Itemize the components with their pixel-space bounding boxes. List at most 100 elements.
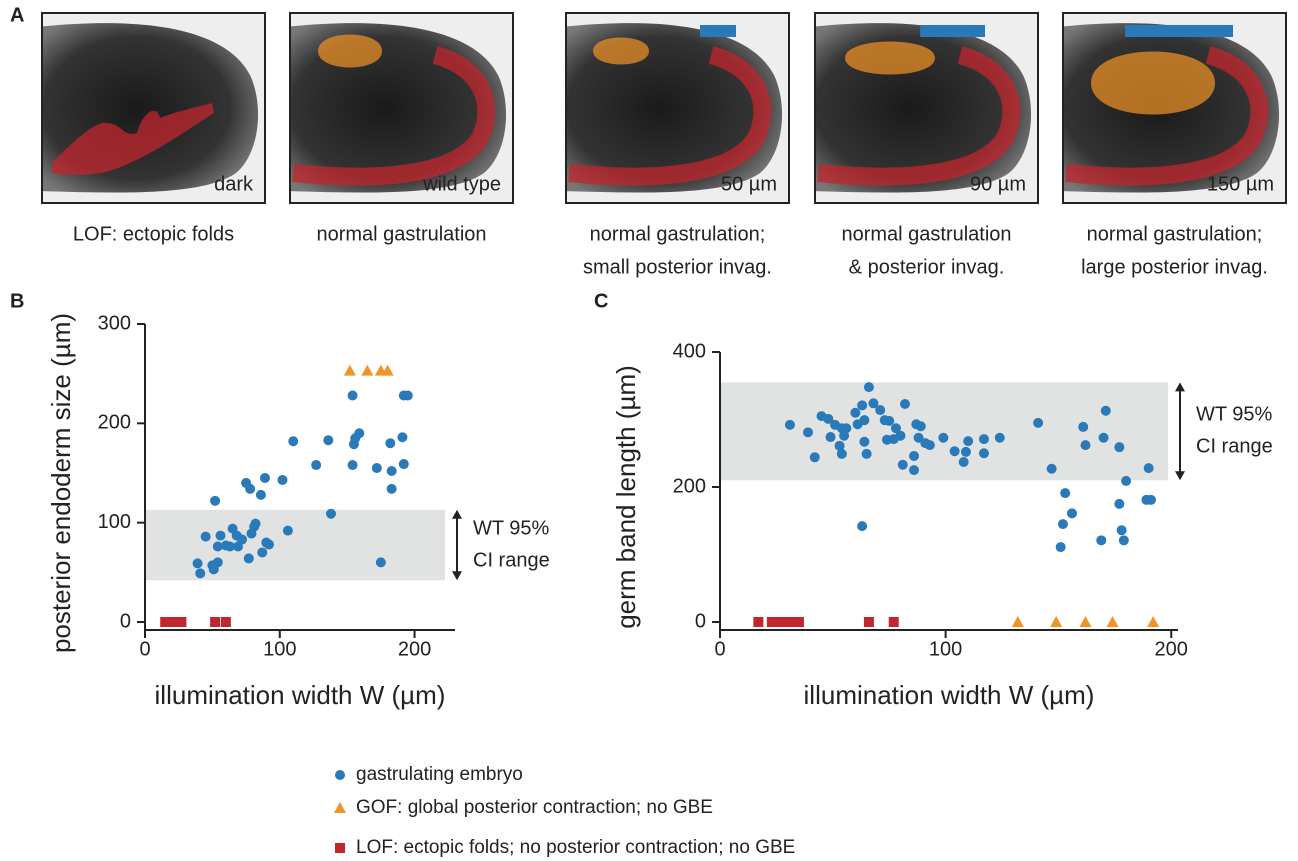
band-annotation: WT 95% xyxy=(473,517,550,539)
point xyxy=(978,434,989,445)
arrow-head xyxy=(1175,471,1185,481)
point xyxy=(1055,542,1066,553)
point xyxy=(1118,535,1129,546)
point xyxy=(220,617,231,627)
point xyxy=(347,390,358,401)
point xyxy=(915,421,926,432)
posterior-invagination xyxy=(593,37,649,65)
point xyxy=(863,382,874,393)
point xyxy=(1098,432,1109,443)
point xyxy=(836,448,847,459)
point xyxy=(802,427,813,438)
point xyxy=(1114,442,1125,453)
posterior-invagination xyxy=(845,41,935,75)
x-tick-label: 0 xyxy=(714,638,725,660)
point xyxy=(825,432,836,443)
point xyxy=(857,400,868,411)
y-tick-label: 0 xyxy=(695,610,706,632)
point xyxy=(963,436,974,447)
endoderm-band xyxy=(292,46,496,186)
y-tick-label: 300 xyxy=(98,312,131,334)
point xyxy=(215,530,226,541)
image-caption: LOF: ectopic folds xyxy=(73,223,234,245)
point xyxy=(397,432,408,443)
point xyxy=(192,558,203,569)
point xyxy=(857,521,868,532)
x-tick-label: 0 xyxy=(139,638,150,660)
y-axis-title: posterior endoderm size (µm) xyxy=(46,313,76,653)
scatter-chart: WT 95% CI range 0 100 200 300 0 100 200 illuminat… xyxy=(46,312,550,710)
point xyxy=(1096,535,1107,546)
series xyxy=(753,617,899,627)
point xyxy=(381,364,394,376)
ectopic-fold xyxy=(52,103,214,175)
point xyxy=(978,448,989,459)
image-label: 90 µm xyxy=(970,173,1026,195)
scale-bar xyxy=(700,25,736,37)
point xyxy=(895,430,906,441)
y-tick-label: 100 xyxy=(98,511,131,533)
band-annotation: WT 95% xyxy=(1196,404,1273,426)
image-label: dark xyxy=(214,173,254,195)
point xyxy=(890,423,901,434)
embryo-image xyxy=(566,13,789,203)
point xyxy=(277,474,288,485)
point xyxy=(875,405,886,416)
point xyxy=(938,432,949,443)
point xyxy=(323,435,334,446)
point xyxy=(402,390,413,401)
scale-bar xyxy=(920,25,985,37)
point xyxy=(784,419,795,430)
point xyxy=(823,413,834,424)
embryo-panel: 90 µm xyxy=(814,12,1039,204)
legend-marker xyxy=(335,843,345,853)
point xyxy=(850,407,861,418)
x-axis-title: illumination width W (µm) xyxy=(155,680,446,710)
band-annotation: CI range xyxy=(473,549,550,571)
point xyxy=(288,436,299,447)
series xyxy=(343,364,394,376)
point xyxy=(924,440,935,451)
image-frame xyxy=(289,12,514,204)
y-tick-label: 200 xyxy=(98,412,131,434)
point xyxy=(1057,519,1068,530)
point xyxy=(859,415,870,426)
posterior-invagination xyxy=(318,34,382,68)
point xyxy=(868,398,879,409)
point xyxy=(1106,616,1119,627)
scale-bar xyxy=(1125,25,1233,37)
point xyxy=(960,446,971,457)
series xyxy=(784,382,1156,553)
scatter-chart: WT 95% CI range 0 200 400 0 100 200 illumination… xyxy=(611,340,1273,710)
point xyxy=(1011,616,1024,627)
point xyxy=(909,450,920,461)
point xyxy=(888,617,899,627)
image-caption: normal gastrulation; xyxy=(590,223,766,245)
point xyxy=(200,531,211,542)
point xyxy=(1046,463,1057,474)
point xyxy=(1066,508,1077,519)
point xyxy=(361,364,374,376)
point xyxy=(884,415,895,426)
point xyxy=(1121,475,1132,486)
point xyxy=(793,617,804,627)
point xyxy=(347,460,358,471)
series xyxy=(160,617,231,627)
x-tick-label: 200 xyxy=(398,638,431,660)
point xyxy=(195,568,206,579)
x-tick-label: 200 xyxy=(1155,638,1188,660)
image-caption: normal gastrulation xyxy=(841,223,1011,245)
image-caption: & posterior invag. xyxy=(849,256,1005,278)
image-frame xyxy=(1062,12,1287,204)
image-frame xyxy=(814,12,1039,204)
point xyxy=(834,440,845,451)
point xyxy=(753,617,764,627)
embryo-image xyxy=(290,13,513,203)
legend-marker xyxy=(334,802,346,813)
point xyxy=(224,541,235,552)
point xyxy=(1143,463,1154,474)
legend-marker xyxy=(335,770,345,780)
point xyxy=(1114,498,1125,509)
embryo-panel: 50 µm xyxy=(565,12,790,204)
